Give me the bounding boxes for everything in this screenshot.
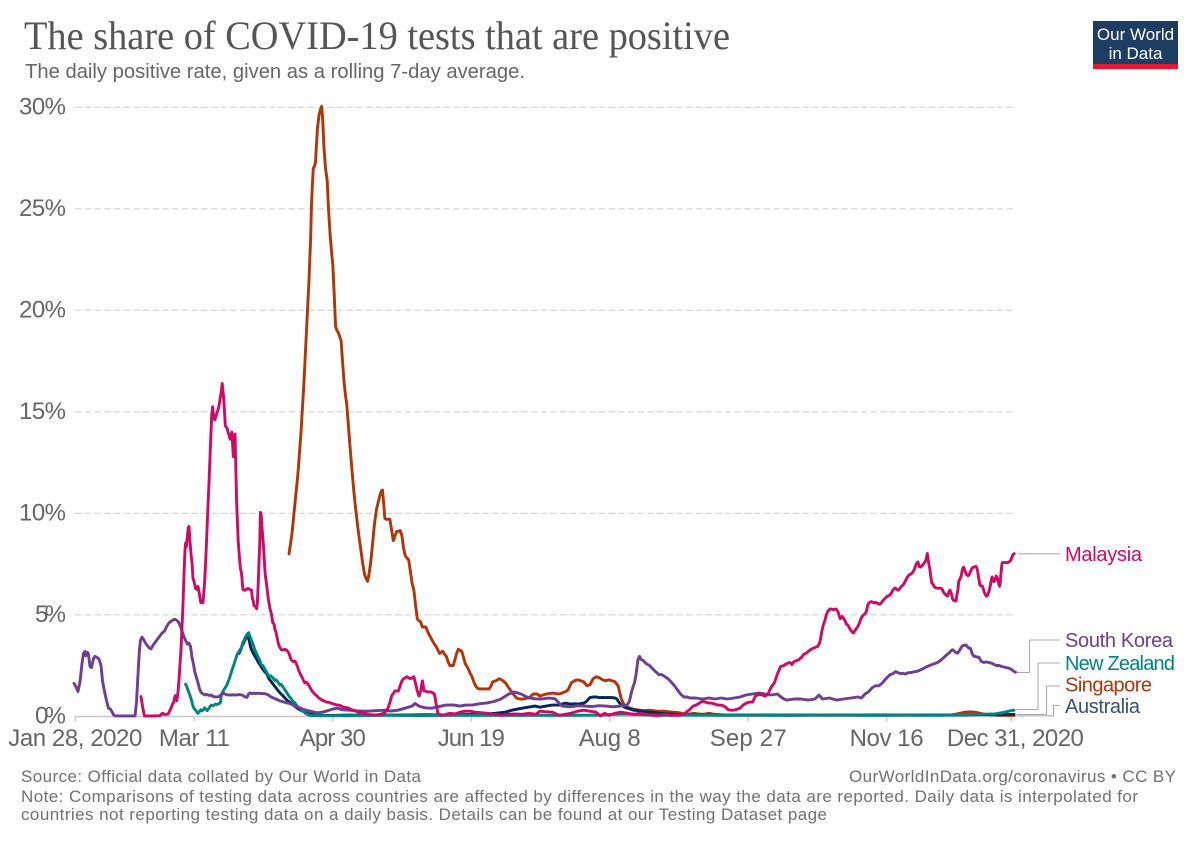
svg-text:in Data: in Data xyxy=(1109,44,1163,63)
svg-text:The daily positive rate, given: The daily positive rate, given as a roll… xyxy=(25,61,525,83)
svg-text:20%: 20% xyxy=(19,296,66,323)
svg-text:5%: 5% xyxy=(35,601,66,628)
svg-text:Apr 30: Apr 30 xyxy=(300,725,366,752)
svg-text:countries not reporting testin: countries not reporting testing data on … xyxy=(21,805,827,824)
svg-text:Jan 28, 2020: Jan 28, 2020 xyxy=(8,725,142,752)
svg-text:Aug 8: Aug 8 xyxy=(579,725,641,752)
svg-text:10%: 10% xyxy=(19,499,66,526)
svg-text:Singapore: Singapore xyxy=(1065,675,1152,697)
svg-text:Source: Official data collated: Source: Official data collated by Our Wo… xyxy=(21,767,422,786)
svg-text:Mar 11: Mar 11 xyxy=(159,725,230,752)
svg-text:0%: 0% xyxy=(35,702,66,729)
svg-text:Our World: Our World xyxy=(1097,25,1174,44)
svg-text:25%: 25% xyxy=(19,195,66,222)
svg-text:Nov 16: Nov 16 xyxy=(850,725,924,752)
svg-text:The share of COVID-19 tests th: The share of COVID-19 tests that are pos… xyxy=(24,13,730,58)
svg-text:15%: 15% xyxy=(19,398,66,425)
svg-text:Dec 31, 2020: Dec 31, 2020 xyxy=(947,725,1084,752)
svg-text:Sep 27: Sep 27 xyxy=(710,725,787,752)
svg-text:Australia: Australia xyxy=(1065,696,1141,718)
svg-text:Note: Comparisons of testing d: Note: Comparisons of testing data across… xyxy=(21,787,1138,806)
svg-text:30%: 30% xyxy=(19,93,66,120)
svg-text:OurWorldInData.org/coronavirus: OurWorldInData.org/coronavirus • CC BY xyxy=(849,767,1176,786)
svg-text:South Korea: South Korea xyxy=(1065,630,1174,652)
svg-text:Malaysia: Malaysia xyxy=(1065,544,1143,566)
svg-text:Jun 19: Jun 19 xyxy=(438,725,505,752)
svg-text:New Zealand: New Zealand xyxy=(1065,653,1175,675)
